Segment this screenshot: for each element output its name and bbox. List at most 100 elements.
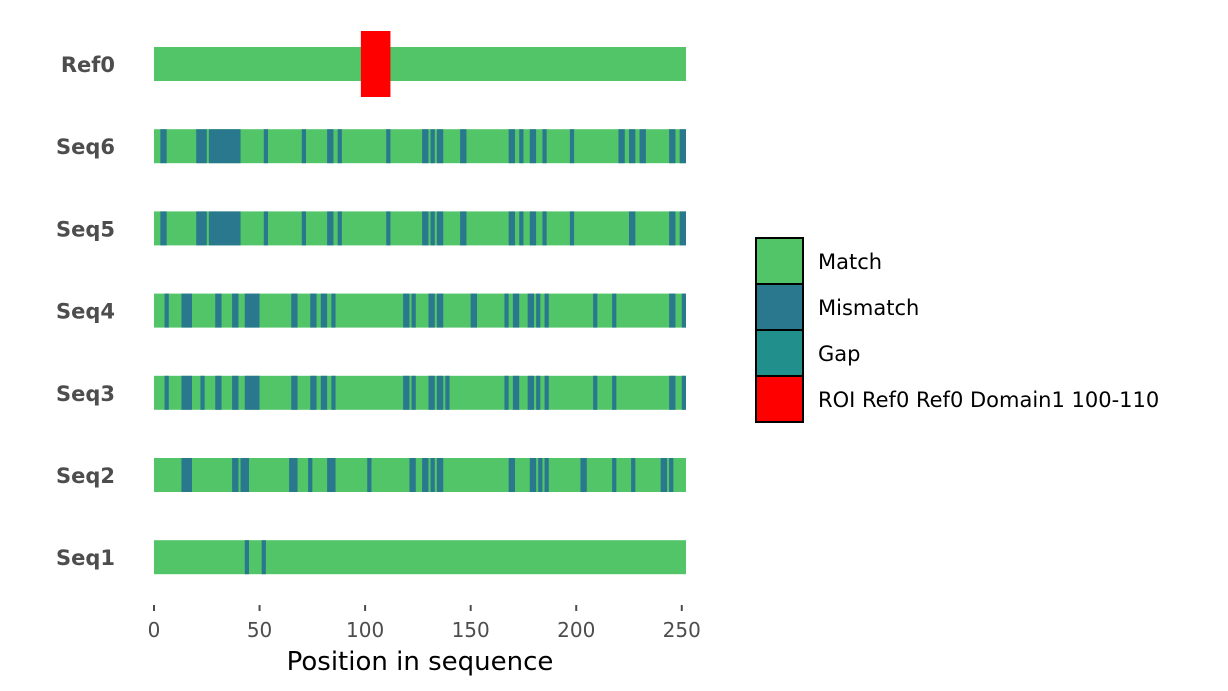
- mismatch-segment: [436, 129, 444, 164]
- mismatch-segment: [232, 375, 239, 410]
- mismatch-segment: [569, 129, 575, 164]
- mismatch-segment: [669, 375, 676, 410]
- x-tick-label: 0: [148, 618, 161, 642]
- mismatch-segment: [196, 129, 207, 164]
- mismatch-segment: [403, 293, 410, 328]
- mismatch-segment: [263, 211, 268, 246]
- mismatch-segment: [669, 211, 676, 246]
- match-bar: [154, 47, 686, 81]
- mismatch-segment: [460, 129, 467, 164]
- mismatch-segment: [430, 458, 435, 492]
- mismatch-segment: [232, 293, 239, 328]
- mismatch-segment: [320, 375, 328, 410]
- mismatch-segment: [289, 458, 298, 492]
- mismatch-segment: [331, 375, 336, 410]
- sequence-row-seq3: [154, 375, 686, 410]
- mismatch-segment: [181, 293, 192, 328]
- mismatch-segment: [542, 211, 547, 246]
- mismatch-segment: [612, 458, 617, 492]
- mismatch-segment: [337, 211, 342, 246]
- mismatch-segment: [669, 458, 674, 492]
- mismatch-segment: [291, 293, 298, 328]
- mismatch-segment: [263, 129, 268, 164]
- y-tick-label: Seq5: [56, 217, 115, 241]
- x-tick-label: 200: [557, 618, 595, 642]
- mismatch-segment: [200, 375, 205, 410]
- sequence-row-seq4: [154, 293, 686, 328]
- mismatch-segment: [403, 375, 410, 410]
- mismatch-segment: [261, 540, 266, 575]
- mismatch-segment: [160, 211, 167, 246]
- mismatch-segment: [422, 458, 429, 492]
- mismatch-segment: [527, 375, 534, 410]
- legend-item: Gap: [755, 329, 860, 377]
- legend-key: [755, 375, 804, 423]
- mismatch-segment: [504, 293, 509, 328]
- mismatch-segment: [244, 540, 249, 575]
- mismatch-segment: [327, 211, 334, 246]
- mismatch-segment: [310, 375, 317, 410]
- mismatch-segment: [430, 129, 435, 164]
- mismatch-segment: [411, 375, 416, 410]
- mismatch-segment: [215, 375, 222, 410]
- mismatch-segment: [519, 211, 524, 246]
- legend-label: Gap: [818, 342, 860, 366]
- legend-key: [755, 283, 804, 331]
- legend: Match Mismatch Gap ROI Ref0 Ref0 Domain1 10…: [755, 237, 1159, 423]
- mismatch-segment: [593, 293, 598, 328]
- mismatch-segment: [460, 211, 467, 246]
- match-bar: [154, 540, 686, 575]
- x-tick-label: 250: [663, 618, 701, 642]
- mismatch-segment: [232, 458, 239, 492]
- mismatch-segment: [580, 458, 587, 492]
- mismatch-segment: [512, 293, 520, 328]
- mismatch-segment: [411, 293, 416, 328]
- mismatch-segment: [681, 375, 686, 410]
- plot-area: [154, 31, 686, 575]
- y-tick-label: Seq6: [56, 135, 115, 159]
- mismatch-segment: [428, 293, 435, 328]
- y-tick-label: Seq2: [56, 464, 115, 488]
- legend-key: [755, 329, 804, 377]
- mismatch-segment: [508, 458, 515, 492]
- mismatch-segment: [308, 458, 313, 492]
- legend-item: Mismatch: [755, 283, 919, 331]
- legend-label: ROI Ref0 Ref0 Domain1 100-110: [818, 388, 1159, 412]
- mismatch-segment: [470, 293, 477, 328]
- mismatch-segment: [244, 293, 260, 328]
- mismatch-segment: [529, 129, 537, 164]
- mismatch-segment: [181, 458, 192, 492]
- mismatch-segment: [208, 211, 241, 246]
- mismatch-segment: [164, 375, 169, 410]
- mismatch-segment: [618, 129, 625, 164]
- mismatch-segment: [301, 129, 306, 164]
- mismatch-segment: [428, 375, 435, 410]
- mismatch-segment: [612, 293, 617, 328]
- mismatch-segment: [544, 293, 549, 328]
- mismatch-segment: [436, 458, 444, 492]
- mismatch-segment: [529, 458, 537, 492]
- sequence-row-seq1: [154, 540, 686, 575]
- mismatch-segment: [504, 375, 509, 410]
- sequence-row-ref0: [154, 31, 686, 97]
- x-axis: 0 50 100 150 200 250: [148, 605, 701, 642]
- sequence-row-seq5: [154, 211, 686, 246]
- mismatch-segment: [164, 293, 169, 328]
- x-tick-label: 50: [247, 618, 272, 642]
- mismatch-segment: [669, 129, 676, 164]
- mismatch-segment: [639, 129, 646, 164]
- mismatch-segment: [430, 211, 435, 246]
- y-tick-label: Ref0: [61, 53, 115, 77]
- mismatch-segment: [291, 375, 298, 410]
- y-tick-label: Seq3: [56, 382, 115, 406]
- legend-key: [755, 237, 804, 285]
- mismatch-segment: [529, 211, 537, 246]
- mismatch-segment: [519, 129, 524, 164]
- x-axis-label: Position in sequence: [287, 647, 554, 677]
- mismatch-segment: [536, 375, 541, 410]
- mismatch-segment: [436, 293, 444, 328]
- mismatch-segment: [386, 211, 391, 246]
- mismatch-segment: [445, 375, 450, 410]
- x-tick-label: 150: [452, 618, 490, 642]
- mismatch-segment: [160, 129, 167, 164]
